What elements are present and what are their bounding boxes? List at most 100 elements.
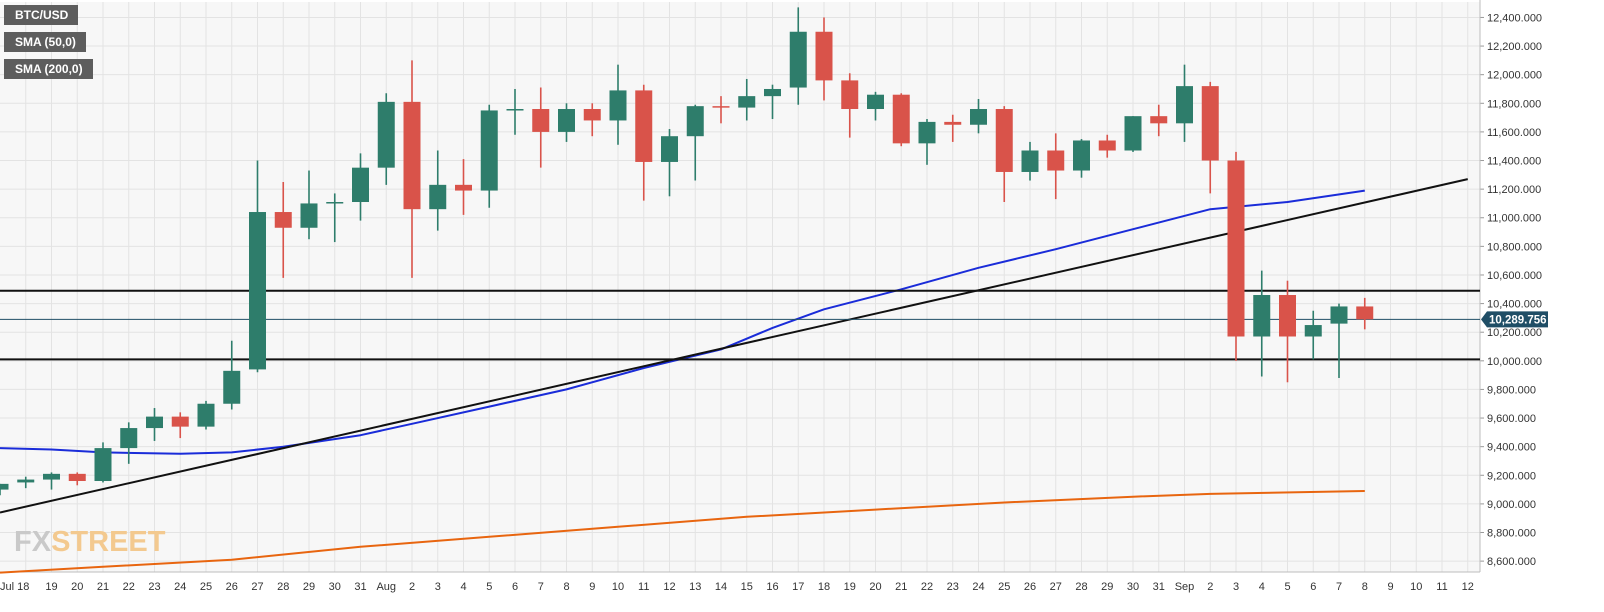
- candle[interactable]: [68, 472, 86, 486]
- candle[interactable]: [686, 104, 704, 181]
- candle[interactable]: [1124, 116, 1142, 152]
- candle[interactable]: [403, 60, 421, 278]
- candle[interactable]: [171, 412, 189, 439]
- candle[interactable]: [918, 119, 936, 165]
- candle[interactable]: [197, 400, 215, 430]
- candle[interactable]: [1227, 151, 1245, 361]
- candle[interactable]: [712, 96, 730, 124]
- candle[interactable]: [1201, 81, 1219, 194]
- candle-body: [146, 416, 163, 429]
- candle[interactable]: [506, 88, 524, 135]
- candle-body: [0, 483, 9, 490]
- candle[interactable]: [146, 408, 163, 441]
- y-tick-label: 9,200.000: [1487, 470, 1536, 482]
- candle-body: [970, 109, 987, 125]
- y-tick-label: 10,400.000: [1487, 299, 1542, 311]
- candle[interactable]: [841, 73, 859, 138]
- x-tick-label: 4: [460, 581, 466, 593]
- x-tick-label: 10: [612, 581, 624, 593]
- legend-item-btcusd[interactable]: BTC/USD: [4, 5, 79, 25]
- candle[interactable]: [1304, 310, 1322, 360]
- candle-body: [120, 428, 138, 449]
- candle[interactable]: [480, 104, 498, 208]
- candle-body: [738, 96, 756, 108]
- legend-item-sma50[interactable]: SMA (50,0): [4, 32, 86, 52]
- candle[interactable]: [970, 98, 987, 134]
- candle[interactable]: [867, 91, 884, 121]
- candle[interactable]: [377, 93, 395, 185]
- watermark-logo: FXSTREET: [14, 526, 166, 558]
- x-tick-label: 25: [998, 581, 1010, 593]
- x-tick-label: 3: [1233, 581, 1239, 593]
- candle[interactable]: [1176, 64, 1193, 142]
- x-tick-label: 17: [792, 581, 804, 593]
- candle[interactable]: [635, 84, 653, 201]
- candle-body: [1098, 140, 1116, 151]
- x-tick-label: 4: [1259, 581, 1265, 593]
- legend-item-sma200[interactable]: SMA (200,0): [4, 59, 93, 79]
- candle[interactable]: [43, 472, 60, 490]
- candle[interactable]: [1021, 141, 1039, 181]
- candle[interactable]: [120, 422, 138, 464]
- candle[interactable]: [94, 442, 112, 483]
- candle[interactable]: [995, 106, 1013, 203]
- candle[interactable]: [17, 476, 35, 489]
- candle[interactable]: [0, 483, 9, 496]
- y-tick-label: 11,000.000: [1487, 213, 1541, 225]
- x-tick-label: 26: [226, 581, 238, 593]
- candle-body: [326, 202, 344, 204]
- x-tick-label: 3: [435, 581, 441, 593]
- x-tick-label: 28: [277, 581, 289, 593]
- y-tick-label: 9,800.000: [1487, 384, 1536, 396]
- x-tick-label: 28: [1075, 581, 1087, 593]
- candle[interactable]: [815, 17, 833, 101]
- candle[interactable]: [326, 193, 344, 243]
- candle-body: [918, 121, 936, 144]
- candle-body: [867, 94, 884, 110]
- candle[interactable]: [1098, 134, 1116, 158]
- candle[interactable]: [429, 150, 447, 231]
- candles: [0, 7, 1374, 496]
- candle[interactable]: [583, 103, 601, 137]
- trendline[interactable]: [0, 178, 1468, 514]
- candle[interactable]: [661, 129, 678, 197]
- x-tick-label: 12: [1462, 581, 1474, 593]
- x-tick-label: 31: [1153, 581, 1165, 593]
- candle[interactable]: [274, 181, 292, 278]
- candle[interactable]: [789, 7, 807, 105]
- candle[interactable]: [249, 160, 266, 373]
- candle-body: [661, 136, 678, 162]
- candle-body: [1073, 140, 1090, 171]
- x-tick-label: 2: [1207, 581, 1213, 593]
- current-price-tag: 10,289.756: [1481, 311, 1548, 328]
- y-tick-label: 9,400.000: [1487, 442, 1536, 454]
- candle[interactable]: [223, 340, 241, 410]
- candle[interactable]: [1356, 297, 1374, 330]
- candle[interactable]: [1330, 303, 1348, 378]
- candle[interactable]: [944, 114, 962, 142]
- x-tick-label: 18: [818, 581, 830, 593]
- y-tick-label: 9,000.000: [1487, 499, 1536, 511]
- candle-body: [352, 167, 369, 203]
- candle[interactable]: [300, 170, 318, 240]
- candle[interactable]: [892, 93, 910, 147]
- x-tick-label: Jul 18: [0, 581, 29, 593]
- candle-body: [789, 31, 807, 88]
- x-tick-label: Sep: [1175, 581, 1195, 593]
- candle[interactable]: [1073, 139, 1090, 178]
- sma-200-line: [0, 490, 1365, 574]
- candle[interactable]: [609, 64, 627, 145]
- candle[interactable]: [1279, 280, 1296, 383]
- candle[interactable]: [1253, 270, 1271, 377]
- candle[interactable]: [352, 153, 369, 221]
- candle[interactable]: [738, 78, 756, 121]
- x-tick-label: 24: [174, 581, 186, 593]
- candle[interactable]: [1047, 133, 1065, 200]
- candle[interactable]: [1150, 104, 1168, 137]
- candle[interactable]: [532, 87, 550, 168]
- candle[interactable]: [764, 84, 781, 120]
- candle[interactable]: [455, 159, 472, 215]
- x-tick-label: 8: [1362, 581, 1368, 593]
- candle[interactable]: [558, 103, 575, 142]
